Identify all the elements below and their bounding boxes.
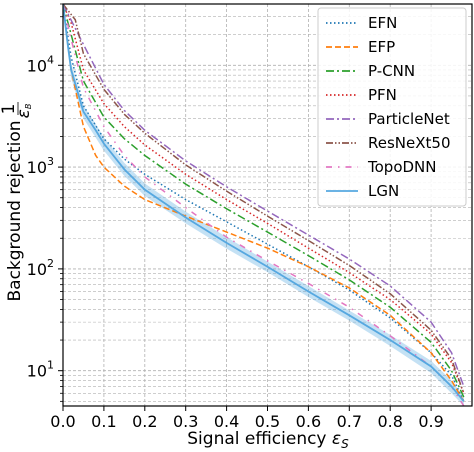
legend-label-efn: EFN (368, 14, 397, 32)
legend-box (317, 7, 467, 207)
particlenet-series-line (63, 4, 465, 387)
lgn-uncertainty-band-group (63, 4, 464, 406)
x-tick-label: 0.8 (377, 412, 402, 431)
y-tick-label: 104 (27, 53, 54, 75)
efp-series-line (63, 4, 465, 402)
svg-text:εB: εB (14, 104, 34, 119)
legend-label-particlenet: ParticleNet (368, 110, 450, 128)
legend-label-lgn: LGN (368, 182, 399, 200)
axis-ticks: 0.0 0.1 0.2 0.3 0.4 0.5 0.6 0.7 0.8 0.9 101 102 103 1… (27, 3, 444, 431)
x-tick-label: 0.7 (337, 412, 362, 431)
lgn-uncertainty-band (63, 4, 464, 406)
x-tick-label: 0.2 (132, 412, 157, 431)
svg-text:Background rejection: Background rejection (5, 121, 25, 302)
y-axis-label: Background rejection 1 εB (0, 102, 34, 302)
x-tick-label: 0.3 (173, 412, 198, 431)
y-tick-label: 102 (27, 257, 54, 279)
x-axis-label: Signal efficiency εS (187, 429, 349, 451)
legend-label-pfn: PFN (368, 86, 397, 104)
x-tick-label: 0.9 (418, 412, 443, 431)
legend-label-p-cnn: P-CNN (368, 62, 415, 80)
x-tick-label: 0.4 (214, 412, 239, 431)
lgn-series-line (63, 4, 465, 402)
p-cnn-series-line (63, 4, 465, 398)
resnext50-series-line (63, 4, 465, 394)
legend-label-topodnn: TopoDNN (367, 158, 436, 176)
legend: EFN EFP P-CNN PFN ParticleNet ResNeXt50 TopoDN… (317, 7, 467, 207)
x-tick-label: 0.5 (255, 412, 280, 431)
pfn-series-line (63, 4, 465, 394)
x-tick-label: 0.6 (296, 412, 321, 431)
svg-text:1: 1 (0, 104, 19, 115)
y-tick-label: 101 (27, 359, 54, 381)
legend-label-efp: EFP (368, 38, 395, 56)
legend-label-resnext50: ResNeXt50 (368, 134, 451, 152)
x-tick-label: 0.0 (50, 412, 75, 431)
topodnn-series-line (63, 4, 465, 406)
x-tick-label: 0.1 (91, 412, 116, 431)
y-tick-label: 103 (27, 155, 54, 177)
series-lines (63, 4, 465, 406)
